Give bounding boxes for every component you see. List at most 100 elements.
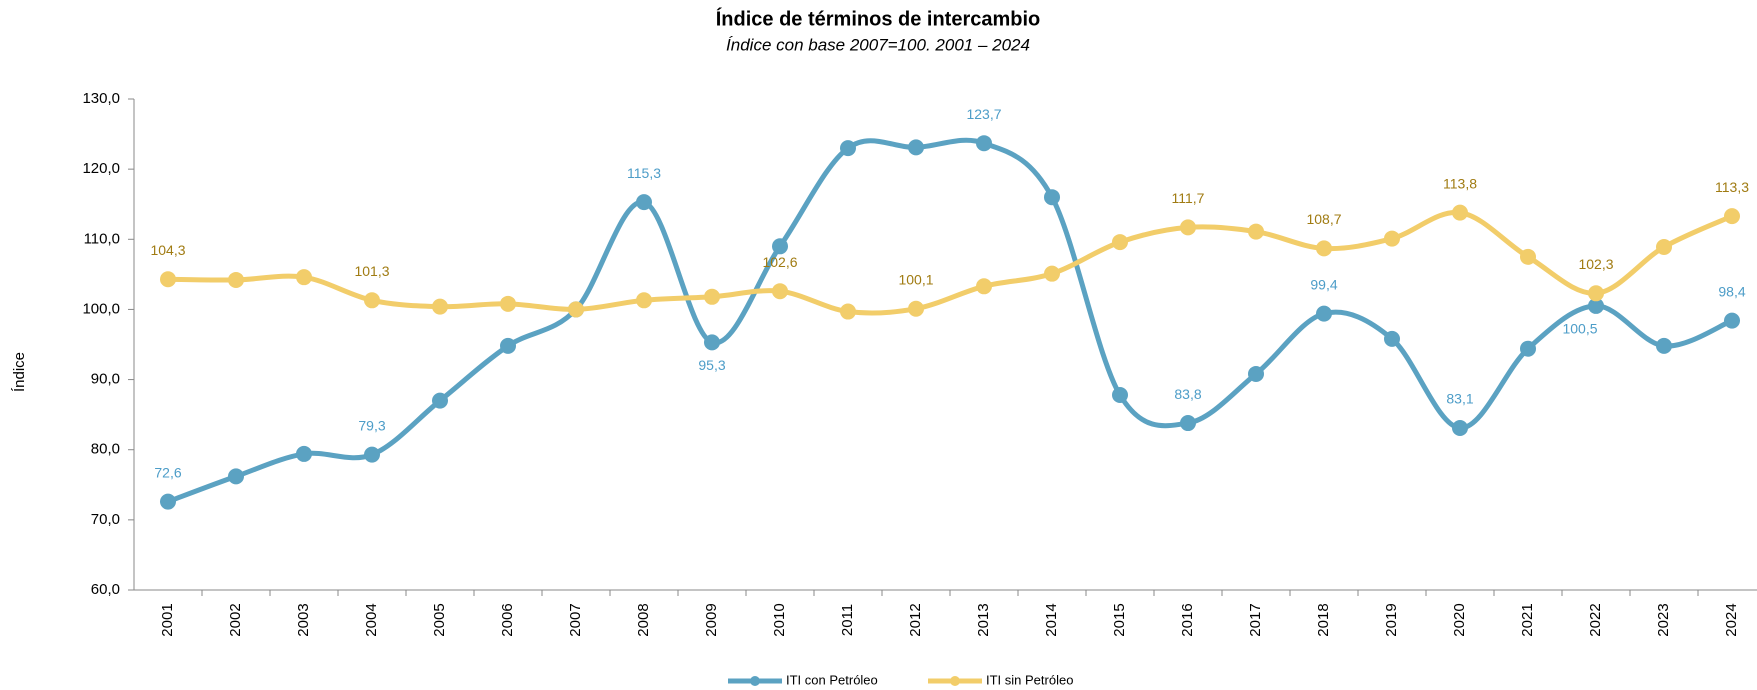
data-point [704,289,720,305]
y-tick-label: 110,0 [84,230,120,247]
x-tick-label: 2002 [227,603,244,636]
x-tick-label: 2019 [1383,603,1400,636]
data-label: 72,6 [154,464,181,480]
data-label: 111,7 [1172,190,1205,206]
x-tick-label: 2003 [295,603,312,636]
y-tick-label: 100,0 [82,300,120,317]
series-line [168,140,1732,501]
data-point [1316,306,1332,322]
x-tick-label: 2017 [1247,603,1264,636]
y-tick-label: 130,0 [82,90,120,107]
data-point [364,447,380,463]
data-point [500,296,516,312]
data-label: 113,3 [1715,179,1749,195]
data-point [160,494,176,510]
legend-marker [950,676,960,686]
data-point [1112,234,1128,250]
data-label: 98,4 [1718,283,1745,299]
data-point [636,292,652,308]
data-point [1452,420,1468,436]
data-label: 102,6 [762,254,797,270]
data-label: 115,3 [627,165,661,181]
data-label: 83,8 [1174,386,1201,402]
x-tick-label: 2007 [567,603,584,636]
y-tick-label: 80,0 [91,441,120,458]
data-point [432,393,448,409]
x-tick-label: 2022 [1587,603,1604,636]
x-tick-label: 2006 [499,603,516,636]
data-point [1724,208,1740,224]
data-label: 113,8 [1443,175,1477,191]
x-tick-label: 2024 [1723,603,1740,636]
x-tick-label: 2020 [1451,603,1468,636]
x-tick-label: 2018 [1315,603,1332,636]
data-point [1588,285,1604,301]
data-point [772,283,788,299]
x-tick-label: 2015 [1111,603,1128,636]
y-tick-label: 60,0 [91,581,120,598]
x-tick-label: 2001 [159,603,176,636]
data-point [1384,331,1400,347]
data-point [1520,341,1536,357]
data-point [296,446,312,462]
data-point [432,299,448,315]
data-point [228,272,244,288]
chart-subtitle: Índice con base 2007=100. 2001 – 2024 [726,35,1030,54]
data-point [1044,189,1060,205]
y-tick-label: 70,0 [91,511,120,528]
x-tick-label: 2012 [907,603,924,636]
series-line [168,212,1732,313]
data-label: 108,7 [1306,211,1341,227]
legend-label: ITI con Petróleo [786,672,878,687]
data-point [908,139,924,155]
chart: Índice de términos de intercambio Índice… [0,0,1757,690]
data-label: 123,7 [966,106,1001,122]
x-tick-label: 2008 [635,603,652,636]
data-point [772,238,788,254]
data-point [908,301,924,317]
data-point [1044,266,1060,282]
x-tick-label: 2016 [1179,603,1196,636]
legend-marker [750,676,760,686]
x-tick-label: 2011 [839,604,856,636]
x-tick-label: 2005 [431,603,448,636]
data-point [636,194,652,210]
chart-title: Índice de términos de intercambio [716,7,1041,30]
data-point [160,271,176,287]
data-point [1112,387,1128,403]
data-point [1180,219,1196,235]
data-point [840,140,856,156]
x-tick-label: 2021 [1519,603,1536,636]
data-label: 104,3 [150,242,185,258]
data-label: 102,3 [1578,256,1613,272]
x-tick-label: 2014 [1043,603,1060,636]
data-point [296,269,312,285]
x-tick-label: 2013 [975,603,992,636]
data-label: 99,4 [1310,276,1337,292]
data-label: 83,1 [1446,391,1473,407]
data-label: 100,5 [1562,321,1597,337]
data-point [228,468,244,484]
y-tick-label: 120,0 [82,160,120,177]
data-point [1180,415,1196,431]
data-label: 95,3 [698,357,725,373]
x-tick-label: 2023 [1655,603,1672,636]
data-point [1724,313,1740,329]
data-point [976,135,992,151]
data-point [704,334,720,350]
x-tick-label: 2004 [363,603,380,636]
data-point [1452,205,1468,221]
data-point [1384,231,1400,247]
data-point [1248,224,1264,240]
data-point [568,301,584,317]
data-label: 101,3 [354,263,389,279]
data-point [1316,240,1332,256]
x-tick-label: 2010 [771,603,788,636]
data-point [1656,239,1672,255]
y-axis-label: Índice [11,352,28,392]
data-point [1656,338,1672,354]
data-point [1248,366,1264,382]
data-point [500,338,516,354]
data-point [1520,249,1536,265]
data-point [364,292,380,308]
